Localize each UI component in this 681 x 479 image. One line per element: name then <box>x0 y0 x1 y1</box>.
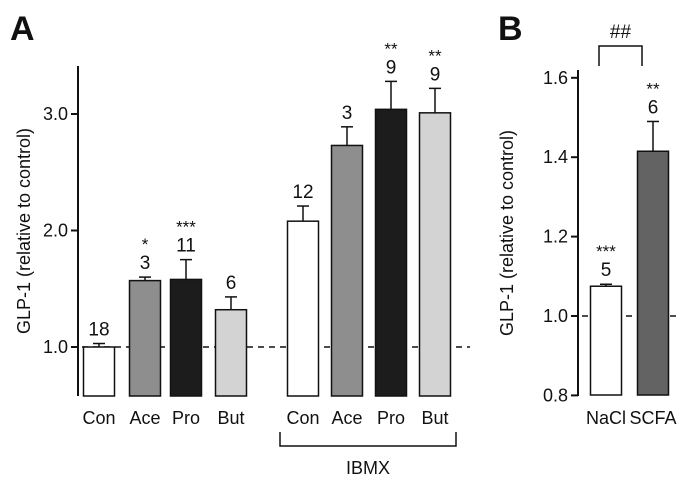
category-label: But <box>421 408 448 428</box>
panel-a-ibmx-bracket <box>279 432 457 447</box>
category-label: Ace <box>331 408 362 428</box>
y-tick-label: 1.0 <box>543 306 568 326</box>
y-tick-label: 2.0 <box>43 221 68 241</box>
significance-label: *** <box>176 218 196 237</box>
significance-label: ** <box>646 79 660 98</box>
bar-ace <box>128 279 162 397</box>
bar-but <box>418 112 452 397</box>
significance-label: * <box>142 235 149 254</box>
significance-label: *** <box>596 242 616 261</box>
bar-ace <box>330 144 364 397</box>
panel-a-y-axis-label: GLP-1 (relative to control) <box>14 128 34 334</box>
bar-pro <box>169 278 203 397</box>
significance-label: ** <box>428 46 442 65</box>
n-label: 3 <box>140 253 151 274</box>
n-label: 9 <box>386 57 397 78</box>
panel-b-y-axis-label: GLP-1 (relative to control) <box>497 130 517 336</box>
panel-b-comparison-label: ## <box>610 22 632 43</box>
panel-b-comparison-bracket <box>598 45 643 66</box>
bar-nacl <box>589 285 623 396</box>
panel-a-letter: A <box>10 10 35 48</box>
panel-b-ticks: 0.8 1.0 1.2 1.4 1.6 <box>543 68 578 405</box>
y-tick-label: 0.8 <box>543 385 568 405</box>
n-label: 12 <box>292 182 313 203</box>
n-label: 6 <box>226 273 237 294</box>
panel-b-letter: B <box>498 10 523 48</box>
bar-pro <box>374 108 408 397</box>
n-label: 18 <box>88 320 109 341</box>
category-label: NaCl <box>586 408 626 428</box>
n-label: 6 <box>648 97 659 118</box>
category-label: Ace <box>129 408 160 428</box>
y-tick-label: 1.6 <box>543 68 568 88</box>
category-label: SCFA <box>629 408 676 428</box>
panel-b: B GLP-1 (relative to control) 0.8 1.0 1.2 1… <box>497 10 681 428</box>
category-label: Con <box>286 408 319 428</box>
n-label: 5 <box>601 260 612 281</box>
panel-a: A GLP-1 (relative to control) 1.02.03.0 … <box>10 10 470 478</box>
bar-but <box>214 308 248 397</box>
category-label: Pro <box>377 408 405 428</box>
bar-con <box>286 220 320 397</box>
category-label: But <box>217 408 244 428</box>
panel-b-bars: 5*** NaCl 6** SCFA <box>586 79 677 428</box>
panel-a-group-label: IBMX <box>346 458 390 478</box>
panel-a-ticks: 1.0 2.0 3.0 <box>43 104 78 357</box>
significance-label: ** <box>384 39 398 58</box>
y-tick-label: 1.4 <box>543 147 568 167</box>
y-tick-label: 1.2 <box>543 227 568 247</box>
y-tick-label: 1.0 <box>43 337 68 357</box>
category-label: Con <box>82 408 115 428</box>
category-label: Pro <box>172 408 200 428</box>
n-label: 11 <box>176 236 196 257</box>
bar-scfa <box>636 150 670 396</box>
n-label: 3 <box>342 103 353 124</box>
bar-con <box>82 346 116 397</box>
y-tick-label: 3.0 <box>43 104 68 124</box>
n-label: 9 <box>430 64 441 85</box>
panel-a-bars: 18Con3*Ace11***Pro6But12Con3Ace9**Pro9**… <box>82 39 452 428</box>
